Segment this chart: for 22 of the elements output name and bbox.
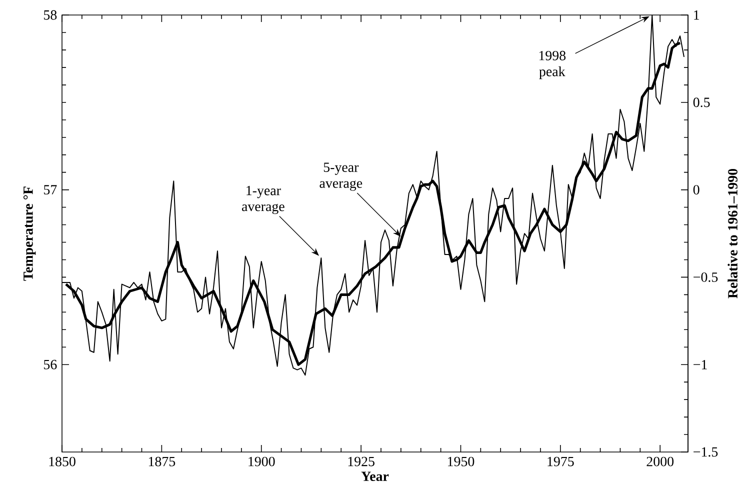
y-axis-title: Temperature °F (23, 186, 36, 281)
y-tick-label: 58 (44, 10, 57, 20)
x-tick-label: 1975 (548, 456, 574, 466)
annotation: 1998 peak (539, 50, 566, 80)
y2-axis-title: Relative to 1961–1990 (728, 168, 738, 298)
x-tick-label: 1875 (148, 456, 176, 466)
y2-tick-label: −1 (694, 360, 707, 370)
y2-tick-label: −0.5 (694, 272, 718, 282)
y-tick-label: 56 (44, 360, 57, 370)
y-tick-label: 57 (44, 185, 57, 194)
x-tick-label: 1900 (248, 456, 275, 466)
annotation: 5-year average (320, 162, 362, 191)
y2-tick-label: −1.5 (694, 447, 718, 457)
x-axis-title: Year (361, 472, 389, 482)
y2-tick-label: 1 (694, 10, 700, 20)
x-tick-label: 1850 (49, 456, 76, 466)
y2-tick-label: 0.5 (693, 98, 710, 108)
y2-tick-label: 0 (693, 185, 700, 195)
annotation: 1-year average (242, 186, 284, 214)
x-tick-label: 1950 (448, 456, 474, 466)
x-tick-label: 1925 (348, 456, 374, 466)
x-tick-label: 2000 (646, 456, 674, 466)
